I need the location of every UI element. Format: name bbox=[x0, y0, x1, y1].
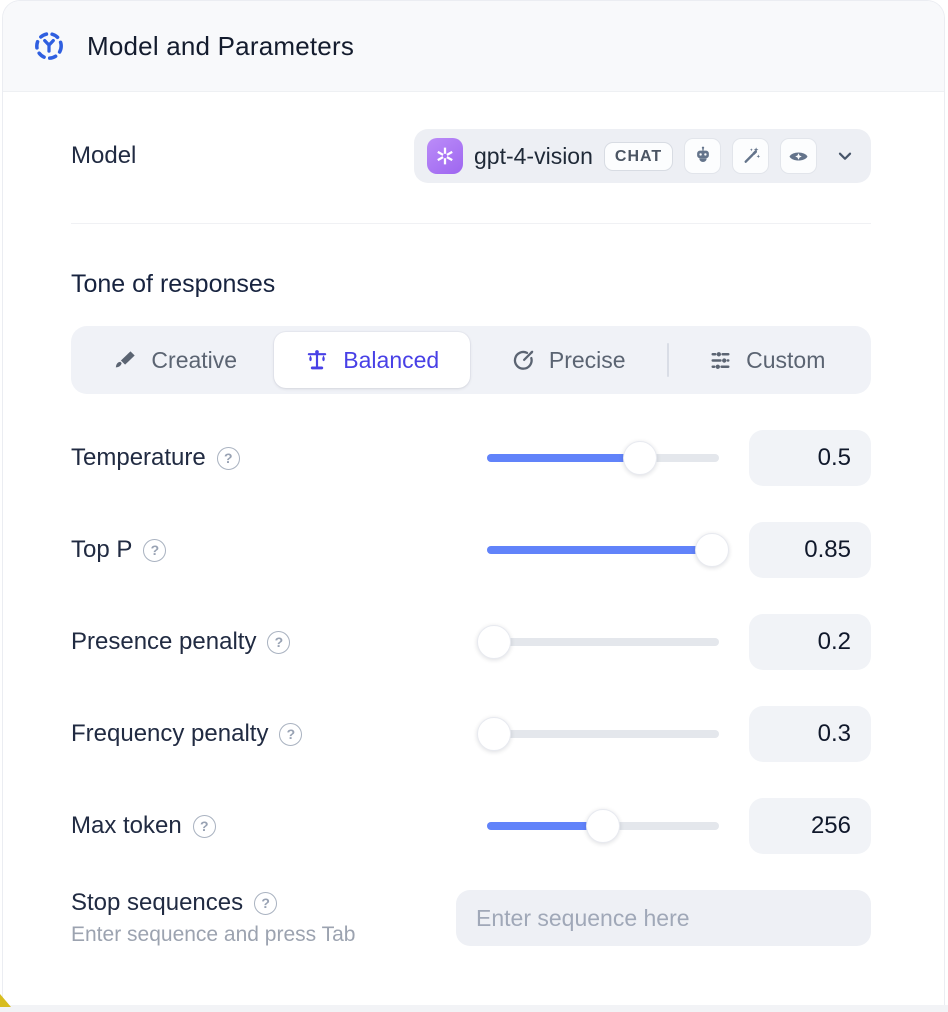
tone-option-label: Custom bbox=[746, 346, 826, 373]
param-label: Temperature bbox=[71, 444, 206, 471]
top-p-slider[interactable] bbox=[487, 533, 730, 567]
tone-segmented-control: Creative Balanced bbox=[71, 326, 871, 394]
vision-eye-icon bbox=[780, 138, 818, 174]
stop-sequences-helper: Enter sequence and press Tab bbox=[71, 923, 356, 946]
tone-section-title: Tone of responses bbox=[71, 270, 276, 298]
frequency-penalty-slider[interactable] bbox=[476, 717, 719, 751]
tone-option-label: Balanced bbox=[343, 346, 440, 373]
tone-option-label: Precise bbox=[548, 346, 626, 373]
slider-handle[interactable] bbox=[476, 717, 511, 751]
help-icon[interactable]: ? bbox=[267, 630, 291, 654]
corner-accent-shape bbox=[0, 994, 11, 1007]
paintbrush-icon bbox=[113, 348, 138, 373]
param-label: Frequency penalty bbox=[71, 720, 269, 747]
section-divider bbox=[71, 223, 871, 224]
tone-option-custom[interactable]: Custom bbox=[669, 332, 866, 388]
slider-handle[interactable] bbox=[476, 625, 511, 659]
temperature-value[interactable]: 0.5 bbox=[749, 430, 871, 486]
param-label: Presence penalty bbox=[71, 628, 257, 655]
model-type-badge: CHAT bbox=[603, 141, 674, 171]
help-icon[interactable]: ? bbox=[192, 814, 216, 838]
sliders-icon bbox=[708, 348, 733, 373]
stop-sequences-row: Stop sequences ? Enter sequence and pres… bbox=[71, 889, 871, 947]
target-dart-icon bbox=[511, 348, 536, 373]
param-row-presence-penalty: Presence penalty ? 0.2 bbox=[71, 614, 871, 670]
slider-fill bbox=[487, 546, 713, 554]
frequency-penalty-value[interactable]: 0.3 bbox=[749, 706, 871, 762]
help-icon[interactable]: ? bbox=[279, 722, 303, 746]
slider-handle[interactable] bbox=[586, 809, 620, 843]
magic-wand-icon bbox=[732, 138, 770, 174]
panel-header: Model and Parameters bbox=[3, 1, 944, 92]
temperature-slider[interactable] bbox=[487, 441, 719, 475]
tone-option-label: Creative bbox=[151, 346, 238, 373]
slider-handle[interactable] bbox=[623, 441, 658, 475]
selected-model-name: gpt-4-vision bbox=[474, 142, 593, 169]
help-icon[interactable]: ? bbox=[254, 891, 278, 915]
help-icon[interactable]: ? bbox=[216, 446, 240, 470]
chevron-down-icon bbox=[834, 145, 856, 167]
model-select-dropdown[interactable]: gpt-4-vision CHAT bbox=[414, 129, 871, 183]
stop-sequences-label: Stop sequences bbox=[71, 889, 244, 916]
stop-sequence-input[interactable] bbox=[456, 890, 871, 946]
model-hub-icon bbox=[31, 28, 67, 64]
tone-option-precise[interactable]: Precise bbox=[470, 332, 667, 388]
balance-scale-icon bbox=[304, 347, 330, 373]
presence-penalty-slider[interactable] bbox=[476, 625, 719, 659]
presence-penalty-value[interactable]: 0.2 bbox=[749, 614, 871, 670]
max-token-value[interactable]: 256 bbox=[749, 798, 871, 854]
assistant-robot-icon bbox=[684, 138, 722, 174]
param-row-top-p: Top P ? 0.85 bbox=[71, 522, 871, 578]
tone-option-balanced[interactable]: Balanced bbox=[273, 332, 470, 388]
param-row-temperature: Temperature ? 0.5 bbox=[71, 430, 871, 486]
page-bottom-strip bbox=[0, 1005, 948, 1012]
model-row: Model gpt-4-vi bbox=[71, 129, 871, 183]
param-label: Top P bbox=[71, 536, 133, 563]
openai-logo bbox=[427, 138, 463, 174]
tone-separator bbox=[666, 343, 669, 377]
max-token-slider[interactable] bbox=[487, 809, 719, 843]
slider-fill bbox=[487, 454, 641, 462]
param-row-frequency-penalty: Frequency penalty ? 0.3 bbox=[71, 706, 871, 762]
slider-handle[interactable] bbox=[695, 533, 730, 567]
param-label: Max token bbox=[71, 812, 182, 839]
tone-option-creative[interactable]: Creative bbox=[77, 332, 274, 388]
slider-fill bbox=[487, 822, 603, 830]
panel-title: Model and Parameters bbox=[87, 30, 355, 61]
help-icon[interactable]: ? bbox=[143, 538, 167, 562]
top-p-value[interactable]: 0.85 bbox=[749, 522, 871, 578]
param-row-max-token: Max token ? 256 bbox=[71, 798, 871, 854]
model-label: Model bbox=[71, 142, 137, 169]
